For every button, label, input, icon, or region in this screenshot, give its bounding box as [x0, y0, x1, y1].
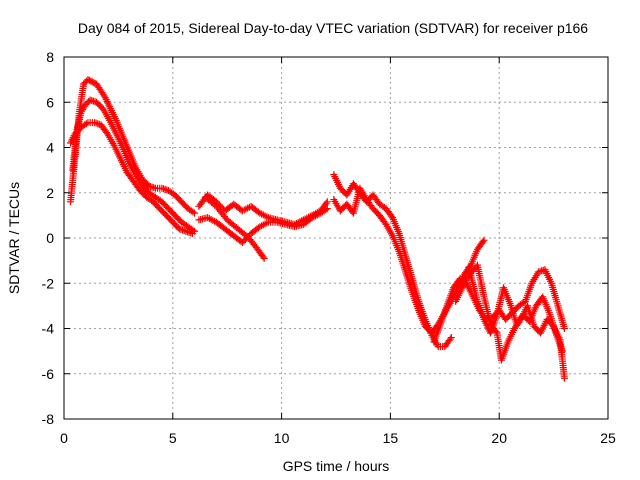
y-tick-label: 8: [46, 49, 54, 65]
data-point: [259, 253, 267, 261]
data-point: [560, 374, 568, 382]
y-tick-label: -6: [42, 366, 55, 382]
data-point: [558, 347, 566, 355]
y-tick-label: -2: [42, 275, 55, 291]
data-point: [100, 92, 108, 100]
data-point: [323, 198, 331, 206]
data-point: [323, 205, 331, 213]
y-axis-label: SDTVAR / TECUs: [6, 182, 22, 294]
data-point: [447, 334, 455, 342]
y-tick-label: 6: [46, 94, 54, 110]
tick-marks: [63, 56, 609, 420]
series-arc-8: [330, 184, 488, 337]
data-point: [479, 238, 487, 246]
data-point: [260, 254, 268, 262]
data-point: [322, 206, 330, 214]
x-tick-label: 0: [60, 430, 68, 446]
chart-title: Day 084 of 2015, Sidereal Day-to-day VTE…: [78, 20, 588, 36]
y-tick-labels: -8 -6 -4 -2 0 2 4 6 8: [42, 49, 55, 427]
y-tick-label: 0: [46, 230, 54, 246]
x-tick-label: 5: [169, 430, 177, 446]
x-tick-label: 25: [600, 430, 616, 446]
y-tick-label: 2: [46, 185, 54, 201]
series-arc-7: [330, 171, 455, 351]
data-point: [82, 120, 90, 128]
y-tick-label: -4: [42, 321, 55, 337]
series-arc-11: [465, 263, 566, 355]
x-tick-label: 15: [383, 430, 399, 446]
data-point: [480, 236, 488, 244]
series-layer: [67, 76, 568, 382]
x-tick-label: 10: [274, 430, 290, 446]
data-point: [188, 229, 196, 237]
series-arc-2: [69, 96, 199, 235]
data-point: [322, 199, 330, 207]
x-tick-labels: 0 5 10 15 20 25: [60, 430, 616, 446]
series-arc-5: [195, 205, 331, 247]
y-tick-label: -8: [42, 411, 55, 427]
grid-lines: [64, 57, 608, 419]
data-point: [560, 325, 568, 332]
data-point: [446, 335, 454, 343]
x-tick-label: 20: [491, 430, 507, 446]
data-point: [191, 209, 199, 217]
series-arc-6: [201, 193, 268, 262]
series-arc-1: [67, 76, 199, 217]
x-axis-label: GPS time / hours: [283, 458, 390, 474]
series-arc-3: [67, 119, 196, 237]
y-tick-label: 4: [46, 140, 54, 156]
data-point: [189, 208, 197, 216]
